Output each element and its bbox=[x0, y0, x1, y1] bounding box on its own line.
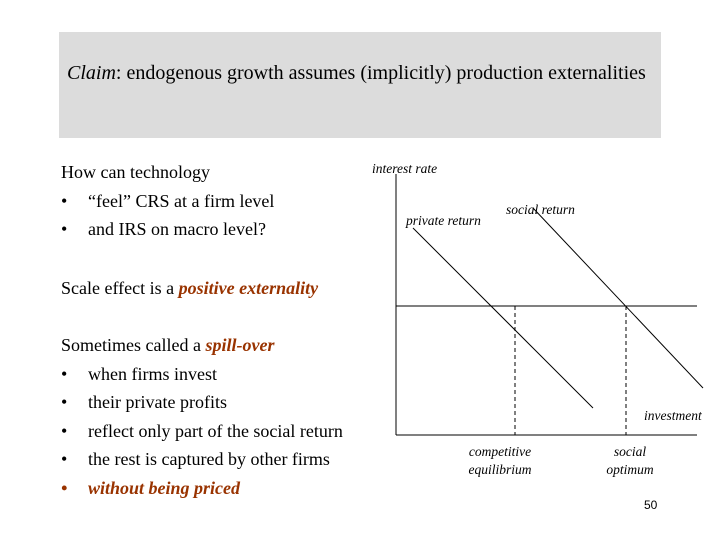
x-axis-label: investment bbox=[644, 408, 702, 423]
social-optimum-label: social optimum bbox=[606, 444, 654, 477]
claim-text: : endogenous growth assumes (implicitly)… bbox=[115, 62, 646, 84]
bullet-icon: • bbox=[61, 363, 68, 384]
bullet-icon: • bbox=[61, 219, 68, 239]
spillover-block: Sometimes called a spill-over • when firm… bbox=[61, 331, 343, 502]
bullet-icon: • bbox=[61, 420, 68, 441]
bullet-icon: • bbox=[61, 190, 68, 211]
y-axis-label: interest rate bbox=[372, 161, 438, 176]
positive-externality-highlight: positive externality bbox=[178, 278, 319, 298]
intro-block: How can technology • “feel” CRS at a firm… bbox=[61, 158, 274, 244]
bullet-icon: • bbox=[61, 477, 68, 498]
private-return-curve bbox=[412, 227, 594, 409]
intro-bullet-1: • “feel” CRS at a firm level bbox=[61, 187, 274, 216]
spillover-bullet-3: • reflect only part of the social return bbox=[61, 417, 343, 446]
spillover-intro: Sometimes called a spill-over bbox=[61, 335, 275, 355]
spillover-bullet-5: • without being priced bbox=[61, 474, 343, 503]
social-return-curve bbox=[532, 207, 704, 389]
scale-effect-line: Scale effect is a positive externality bbox=[61, 278, 319, 298]
page-number: 50 bbox=[644, 498, 658, 512]
spillover-bullet-2: • their private profits bbox=[61, 388, 343, 417]
spillover-bullet-4: • the rest is captured by other firms bbox=[61, 445, 343, 474]
claim-label: Claim bbox=[67, 62, 116, 84]
spillover-highlight: spill-over bbox=[205, 335, 275, 355]
bullet-icon: • bbox=[61, 449, 68, 469]
claim-box: Claim: endogenous growth assumes (implic… bbox=[59, 32, 661, 138]
intro-question: How can technology bbox=[61, 162, 210, 182]
private-return-label: private return bbox=[406, 213, 481, 228]
claim-statement: Claim: endogenous growth assumes (implic… bbox=[67, 59, 657, 88]
social-return-label: social return bbox=[506, 202, 575, 217]
bullet-icon: • bbox=[61, 392, 68, 412]
spillover-bullet-1: • when firms invest bbox=[61, 360, 343, 389]
competitive-equilibrium-label: competitive equilibrium bbox=[468, 444, 532, 477]
intro-bullet-2: • and IRS on macro level? bbox=[61, 215, 274, 244]
